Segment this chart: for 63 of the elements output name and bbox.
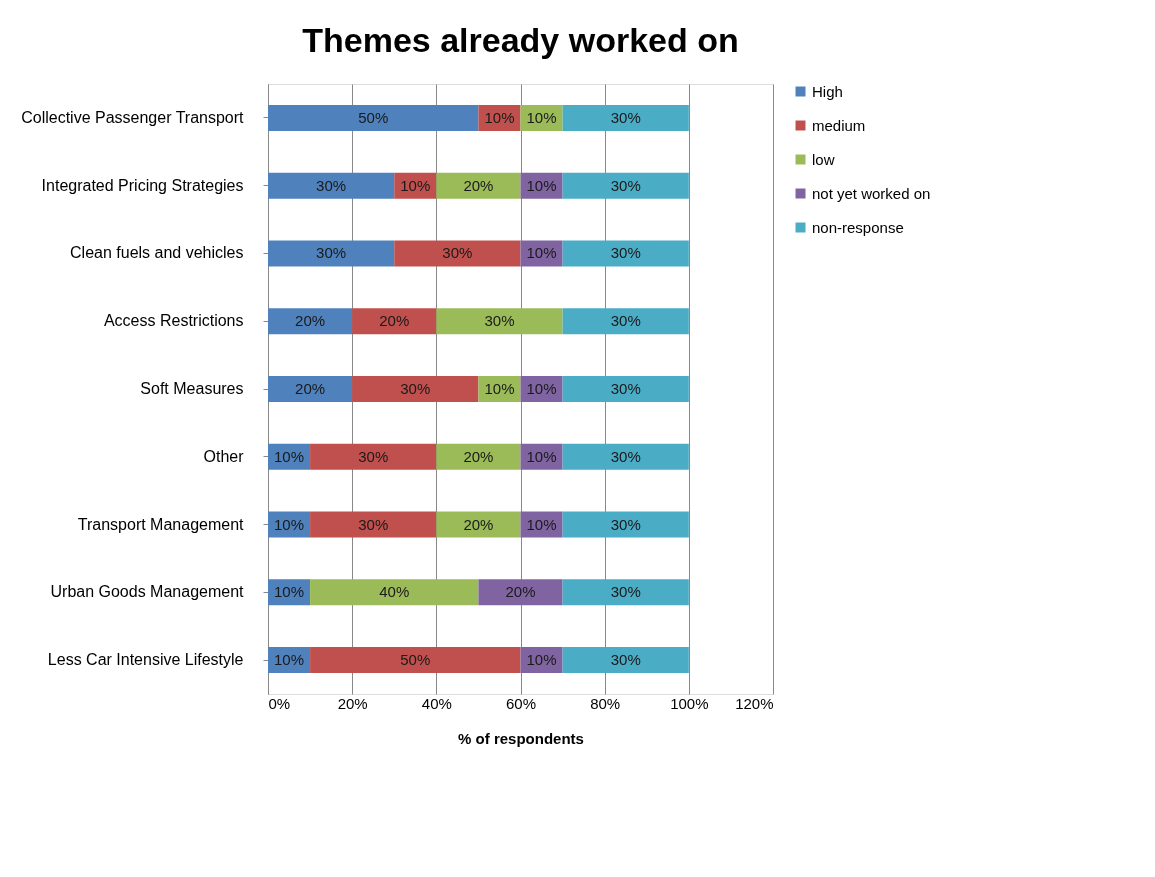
data-label: 50% [358,108,389,126]
y-tick-label: Collective Passenger Transport [21,108,245,126]
y-tick-label: Urban Goods Management [50,583,245,601]
data-label: 10% [484,380,515,397]
data-label: 20% [463,515,494,533]
data-label: 30% [610,108,641,126]
data-label: 30% [442,244,473,262]
y-tick-label: Integrated Pricing Strategies [41,176,244,194]
x-tick-label: 100% [670,694,709,712]
data-label: 10% [526,447,557,465]
data-label: 10% [526,651,557,669]
data-label: 20% [295,312,326,330]
data-label: 10% [274,515,305,533]
data-label: 30% [610,244,641,262]
x-tick-label: 20% [337,694,368,712]
y-tick-label: Access Restrictions [103,312,244,330]
y-tick-label: Less Car Intensive Lifestyle [47,651,244,669]
y-tick-label: Clean fuels and vehicles [70,244,244,262]
data-label: 30% [610,447,641,465]
data-label: 30% [316,244,347,262]
x-tick-label: 40% [421,694,452,712]
x-tick-label: 0% [268,694,291,712]
data-label: 10% [274,651,305,669]
data-label: 30% [610,651,641,669]
data-label: 50% [400,651,431,669]
data-label: 20% [505,583,536,601]
data-label: 40% [379,583,410,601]
data-label: 10% [274,447,305,465]
legend-label: High [812,82,843,100]
data-label: 30% [358,515,389,533]
data-label: 10% [274,583,305,601]
data-label: 10% [526,176,557,194]
y-tick-label: Other [203,447,245,465]
data-label: 30% [610,380,641,397]
x-tick-label: 80% [590,694,621,712]
legend-label: non-response [812,218,904,236]
data-label: 10% [526,380,557,397]
data-label: 30% [400,380,431,397]
data-label: 20% [295,380,326,397]
legend-label: not yet worked on [812,184,931,202]
data-label: 10% [526,244,557,262]
legend-label: medium [812,116,866,134]
data-label: 10% [526,515,557,533]
data-label: 30% [610,176,641,194]
data-label: 30% [610,312,641,330]
data-label: 20% [463,176,494,194]
data-label: 30% [610,583,641,601]
data-label: 10% [526,108,557,126]
y-tick-label: Transport Management [77,515,245,533]
x-tick-label: 120% [735,694,774,712]
data-label: 20% [463,447,494,465]
data-label: 30% [316,176,347,194]
chart-title: Themes already worked on [302,21,739,59]
data-label: 20% [379,312,410,330]
data-label: 30% [484,312,515,330]
y-tick-label: Soft Measures [140,380,244,397]
data-label: 30% [358,447,389,465]
x-axis-title: % of respondents [458,729,584,747]
legend-label: low [812,150,835,168]
data-label: 10% [484,108,515,126]
data-label: 30% [610,515,641,533]
data-label: 10% [400,176,431,194]
x-tick-label: 60% [505,694,537,712]
